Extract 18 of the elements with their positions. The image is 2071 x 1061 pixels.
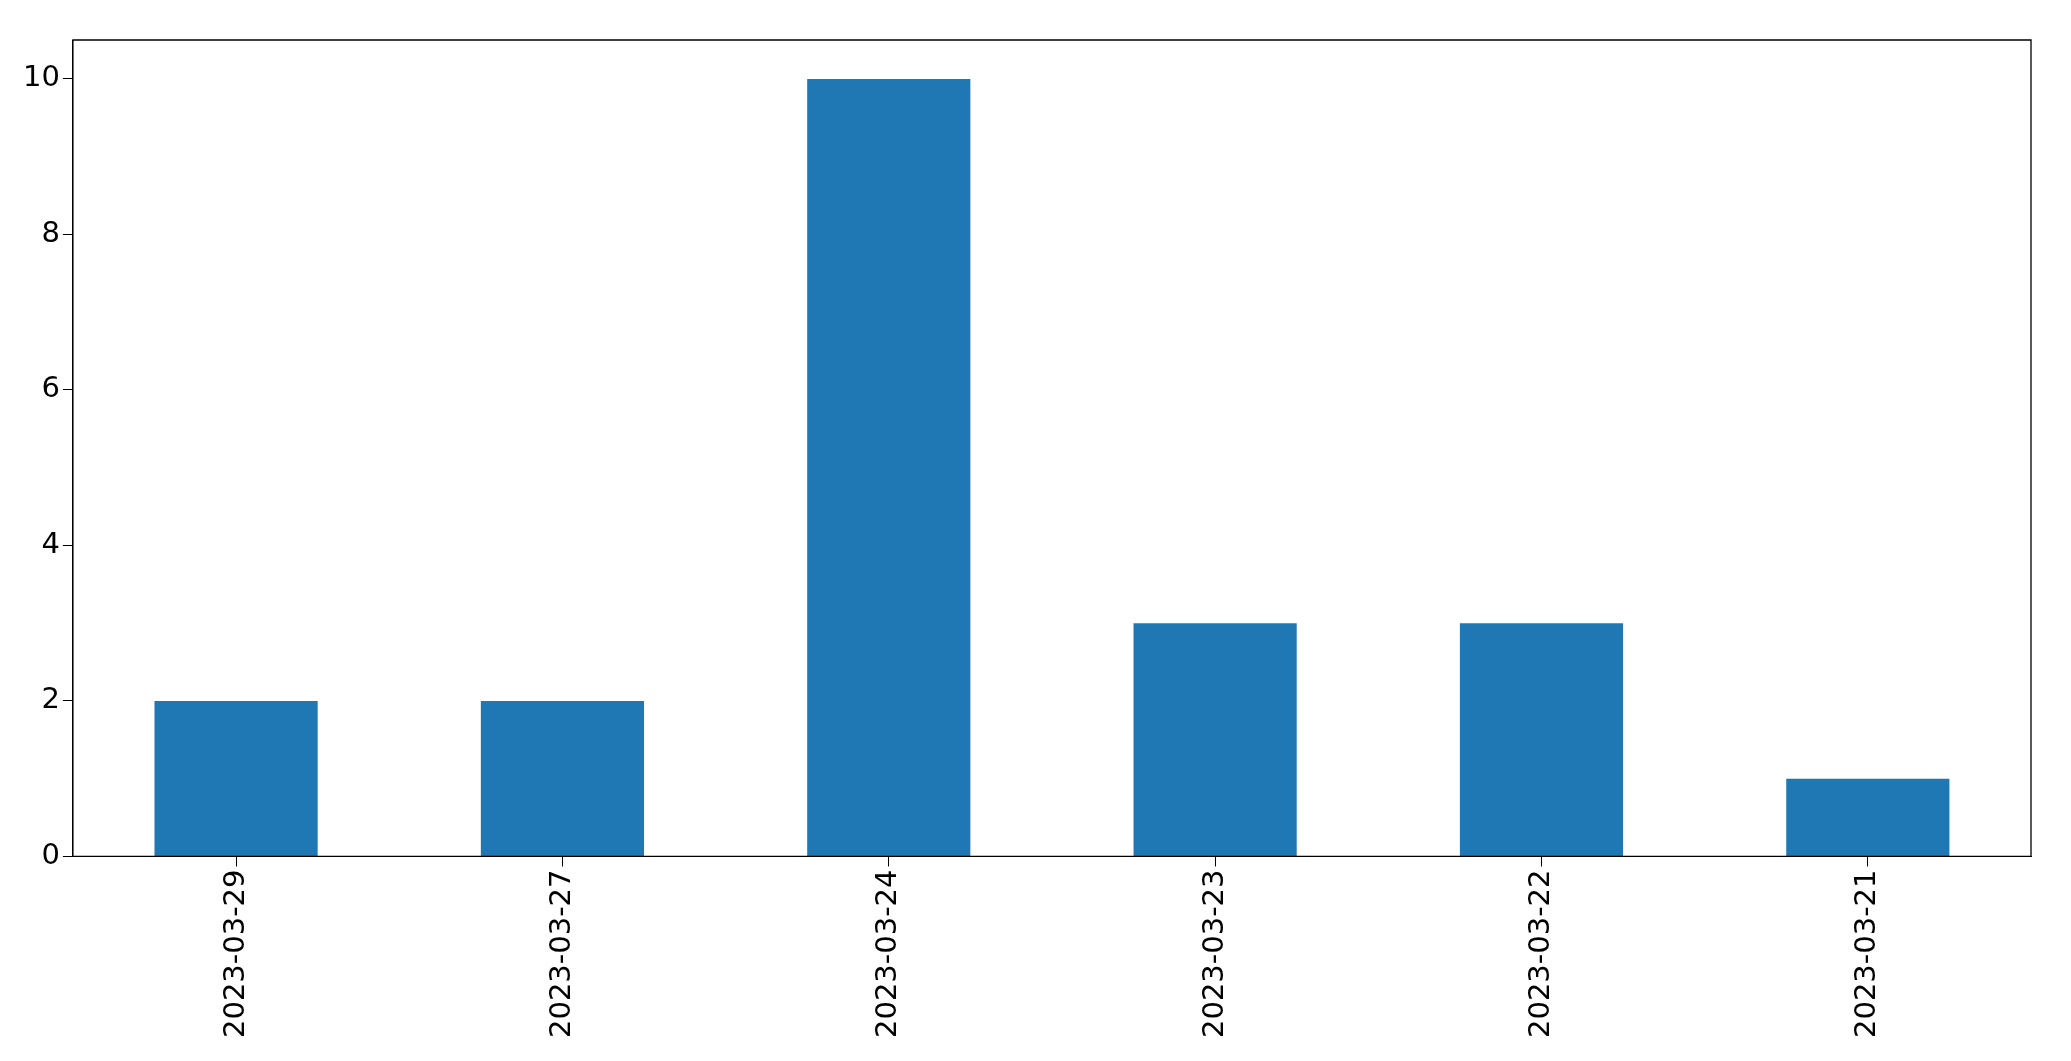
y-tick-label: 2 (41, 681, 60, 716)
bar (154, 700, 318, 856)
bar (1133, 623, 1297, 856)
y-tick-label: 6 (41, 370, 60, 405)
bar (1786, 778, 1950, 856)
y-tick-label: 4 (41, 525, 60, 560)
x-tick-label: 2023-03-21 (1848, 869, 1883, 1039)
x-tick-label: 2023-03-29 (216, 869, 251, 1039)
y-tick-label: 10 (23, 59, 60, 94)
x-tick-label: 2023-03-27 (542, 869, 577, 1039)
x-tick-label: 2023-03-23 (1195, 869, 1230, 1039)
bar (480, 700, 645, 856)
bar (807, 78, 971, 856)
y-tick-label: 8 (41, 214, 60, 249)
x-tick-label: 2023-03-24 (869, 869, 904, 1039)
y-tick-label: 0 (41, 837, 60, 871)
bar (1459, 623, 1624, 856)
x-tick-label: 2023-03-22 (1522, 869, 1557, 1039)
